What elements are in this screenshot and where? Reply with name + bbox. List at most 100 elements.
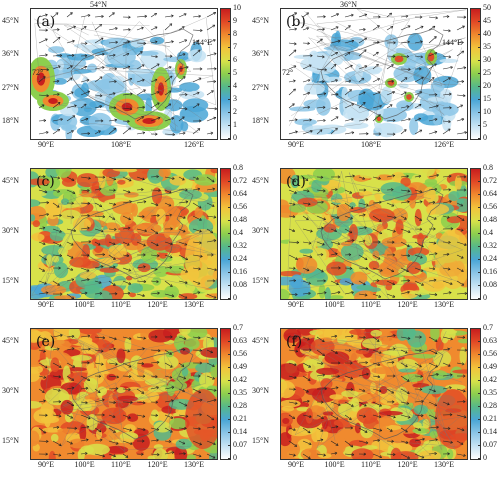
- colorbar-tick-label: 0: [483, 293, 487, 302]
- colorbar-tick-mark: [228, 285, 231, 286]
- lon-tick-label: 100°E: [324, 300, 345, 309]
- lat-tick-label: 30°N: [2, 226, 19, 235]
- colorbar-tick-label: 0.35: [483, 388, 497, 397]
- colorbar-tick-label: 0.4: [483, 228, 493, 237]
- colorbar-tick-mark: [478, 86, 481, 87]
- lat-tick-label: 36°N: [252, 49, 269, 59]
- lon-tick-label: 90°E: [38, 140, 55, 149]
- colorbar-tick-mark: [478, 60, 481, 61]
- lon-tick-label: 120°E: [397, 460, 418, 469]
- panel-label: (f): [286, 334, 303, 350]
- colorbar-tick-label: 0.21: [483, 414, 497, 423]
- colorbar-tick-label: 0.28: [483, 401, 497, 410]
- lat-tick-label: 45°N: [252, 336, 269, 345]
- lon-tick-label: 130°E: [184, 460, 205, 469]
- colorbar-tick-label: 35: [483, 42, 491, 51]
- lat-tick-label: 15°N: [252, 276, 269, 285]
- colorbar-tick-mark: [478, 298, 481, 299]
- colorbar-tick-label: 0.16: [483, 267, 497, 276]
- lon-tick-label: 130°E: [434, 300, 455, 309]
- map-area: [30, 168, 218, 300]
- colorbar-tick-mark: [478, 285, 481, 286]
- colorbar-tick-mark: [478, 220, 481, 221]
- map-area: [280, 8, 468, 140]
- colorbar-tick-mark: [228, 354, 231, 355]
- panel-c: (c) 45°N 30°N 15°N 90°E 100°E 110°E 120°E 130°E 0…: [0, 160, 250, 320]
- colorbar-tick-mark: [478, 272, 481, 273]
- colorbar-tick-mark: [228, 406, 231, 407]
- lat-tick-label: 45°N: [2, 336, 19, 345]
- colorbar-tick-label: 40: [483, 29, 491, 38]
- colorbar-tick-label: 0: [483, 453, 487, 462]
- map-area: [280, 168, 468, 300]
- lat-tick-label: 27°N: [252, 82, 269, 92]
- colorbar-tick-mark: [478, 99, 481, 100]
- colorbar-tick-mark: [478, 406, 481, 407]
- colorbar-tick-label: 0: [233, 293, 237, 302]
- colorbar-tick-label: 0.56: [233, 349, 247, 358]
- map-area: [30, 328, 218, 460]
- colorbar-tick-mark: [228, 207, 231, 208]
- colorbar-tick-label: 0.48: [483, 215, 497, 224]
- map-field: [281, 169, 467, 299]
- lat-tick-label: 45°N: [252, 16, 269, 25]
- colorbar-tick-mark: [228, 99, 231, 100]
- panel-f: (f) 45°N 30°N 15°N 90°E 100°E 110°E 120°E 130°E 0…: [250, 320, 500, 481]
- colorbar-tick-mark: [478, 328, 481, 329]
- colorbar-tick-mark: [228, 432, 231, 433]
- colorbar-tick-mark: [228, 220, 231, 221]
- colorbar-tick-mark: [478, 259, 481, 260]
- colorbar-tick-mark: [478, 393, 481, 394]
- lon-tick-label: 130°E: [434, 460, 455, 469]
- colorbar-tick-label: 7: [233, 42, 237, 51]
- colorbar-tick-label: 6: [233, 55, 237, 64]
- colorbar-tick-label: 5: [483, 120, 487, 129]
- colorbar-tick-mark: [478, 21, 481, 22]
- colorbar-tick-mark: [478, 207, 481, 208]
- colorbar-tick-label: 5: [233, 68, 237, 77]
- colorbar-tick-mark: [228, 341, 231, 342]
- colorbar-tick-mark: [228, 419, 231, 420]
- colorbar-tick-label: 0.42: [483, 375, 497, 384]
- colorbar-tick-mark: [478, 367, 481, 368]
- lon-tick-label: 126°E: [434, 140, 455, 149]
- colorbar-tick-mark: [478, 445, 481, 446]
- panel-label: (c): [36, 174, 55, 190]
- map-field: [281, 329, 467, 459]
- lon-tick-label: 100°E: [74, 460, 95, 469]
- lon-tick-label: 108°E: [361, 140, 382, 149]
- map-field: [31, 169, 217, 299]
- map-area: [30, 8, 218, 140]
- colorbar-tick-mark: [478, 125, 481, 126]
- colorbar-tick-mark: [228, 86, 231, 87]
- lon-tick-label: 108°E: [111, 140, 132, 149]
- colorbar-tick-label: 0.48: [233, 215, 247, 224]
- colorbar-tick-label: 0.32: [233, 241, 247, 250]
- colorbar-tick-label: 0: [233, 133, 237, 142]
- panel-a: (a) 45°N 36°N 27°N 18°N 90°E 108°E 126°E 54°N 144…: [0, 0, 250, 160]
- colorbar-tick-mark: [228, 380, 231, 381]
- colorbar-tick-mark: [228, 272, 231, 273]
- colorbar-tick-label: 0.08: [483, 280, 497, 289]
- colorbar-tick-label: 0.49: [483, 362, 497, 371]
- colorbar-tick-mark: [478, 246, 481, 247]
- colorbar-tick-label: 0.64: [483, 189, 497, 198]
- map-field: [31, 9, 217, 139]
- colorbar-tick-mark: [478, 233, 481, 234]
- lon-tick-label: 110°E: [361, 300, 381, 309]
- colorbar-tick-mark: [478, 168, 481, 169]
- lon-tick-label: 90°E: [38, 460, 55, 469]
- colorbar-tick-label: 45: [483, 16, 491, 25]
- lon-tick-label: 110°E: [361, 460, 381, 469]
- colorbar: [470, 8, 481, 140]
- colorbar: [220, 8, 231, 140]
- lat-tick-label: 30°N: [2, 386, 19, 395]
- colorbar-tick-label: 0.07: [233, 440, 247, 449]
- colorbar-tick-label: 0.21: [233, 414, 247, 423]
- map-field: [281, 9, 467, 139]
- colorbar-tick-mark: [478, 354, 481, 355]
- lon-tick-label: 110°E: [111, 300, 131, 309]
- colorbar-tick-mark: [478, 34, 481, 35]
- colorbar-tick-label: 0.35: [233, 388, 247, 397]
- colorbar-tick-label: 50: [483, 3, 491, 12]
